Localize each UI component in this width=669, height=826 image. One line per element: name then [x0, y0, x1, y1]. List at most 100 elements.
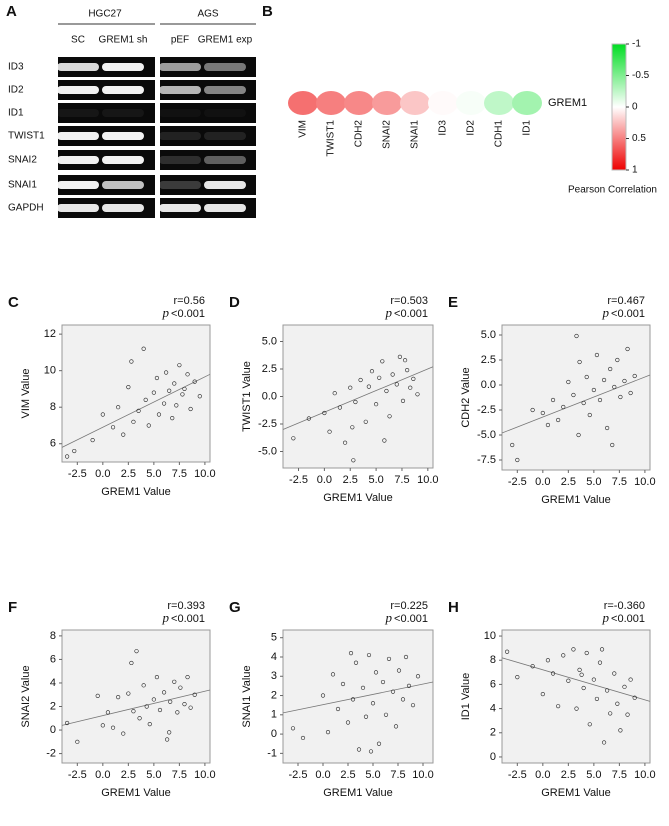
band [159, 132, 201, 140]
band [102, 181, 144, 189]
data-point [576, 432, 581, 438]
p-value: <0.001 [394, 613, 428, 625]
y-axis-label: CDH2 Value [460, 367, 472, 427]
data-point [393, 724, 399, 729]
data-point [615, 701, 620, 706]
p-value: <0.001 [611, 308, 645, 320]
data-point [605, 688, 610, 693]
p-symbol: p [162, 305, 170, 320]
data-point [177, 363, 182, 368]
fit-line [501, 374, 651, 434]
y-tick-label: 5.0 [481, 329, 496, 341]
band [102, 156, 144, 164]
data-point [591, 677, 596, 682]
data-point [550, 671, 556, 676]
data-point [65, 454, 70, 459]
y-tick-label: -1 [267, 747, 277, 759]
band [57, 181, 99, 189]
plot-frame [282, 324, 434, 469]
data-point [415, 674, 421, 679]
data-point [167, 388, 172, 393]
data-point [351, 458, 356, 463]
panel-label: D [229, 294, 240, 311]
data-point [415, 392, 420, 397]
data-point [182, 386, 187, 392]
data-point [383, 712, 389, 717]
data-point [154, 674, 160, 680]
data-point [408, 385, 413, 390]
data-point [384, 388, 389, 394]
data-point [350, 425, 355, 430]
band [204, 132, 246, 140]
data-point [182, 702, 187, 707]
band [57, 63, 99, 71]
y-tick-label: 3 [271, 670, 277, 682]
r-annotation: r=0.225 [390, 600, 428, 612]
band [159, 63, 201, 71]
x-tick-label: 7.5 [612, 769, 627, 781]
data-point [151, 390, 156, 395]
data-point [530, 664, 535, 669]
band [204, 63, 246, 71]
data-point [628, 677, 633, 682]
data-point [90, 437, 95, 443]
data-point [116, 694, 121, 700]
data-point [561, 404, 566, 410]
p-annotation: p <0.001 [162, 305, 205, 320]
data-point [632, 695, 637, 700]
data-point [374, 402, 379, 407]
y-tick-label: 0 [271, 728, 277, 740]
y-tick-label: 2.5 [481, 354, 496, 366]
gene-label: TWIST1 [8, 131, 45, 142]
y-tick-label: 6 [50, 438, 56, 450]
lane-label: pEF [171, 35, 189, 46]
data-point [136, 408, 141, 413]
y-tick-label: 8 [50, 630, 56, 642]
data-point [556, 417, 561, 423]
x-tick-label: 0.0 [315, 769, 330, 781]
data-point [363, 419, 368, 424]
correlation-cell [484, 91, 514, 115]
x-tick-label: -2.5 [289, 769, 308, 781]
lane-label: GREM1 sh [99, 35, 148, 46]
x-tick-label: -2.5 [508, 769, 527, 781]
category-label: ID3 [438, 120, 449, 136]
r-annotation: r=0.467 [607, 295, 645, 307]
y-tick-label: 8 [50, 401, 56, 413]
data-point [618, 728, 623, 733]
y-tick-label: -5.0 [477, 429, 496, 441]
data-point [335, 706, 341, 712]
y-tick-label: -5.0 [258, 445, 277, 457]
data-point [170, 416, 175, 421]
colorbar-tick-label: -0.5 [632, 70, 650, 81]
data-point [376, 741, 382, 746]
band [57, 132, 99, 140]
band [204, 109, 246, 117]
y-tick-label: 2.5 [262, 363, 277, 375]
x-tick-label: -2.5 [68, 468, 87, 480]
band [102, 204, 144, 212]
data-point [622, 378, 627, 384]
x-tick-label: 0.0 [535, 476, 550, 488]
data-point [594, 352, 600, 358]
data-point [615, 357, 620, 363]
r-annotation: r=0.503 [390, 295, 428, 307]
data-point [411, 376, 416, 382]
plot-frame [61, 324, 211, 463]
data-point [348, 385, 353, 390]
gene-label: ID2 [8, 85, 24, 96]
data-point [65, 720, 70, 726]
band [57, 156, 99, 164]
correlation-cell [400, 91, 430, 115]
colorbar-title: Pearson Correlation [568, 185, 657, 196]
data-point [387, 414, 392, 419]
data-point [141, 683, 146, 688]
correlation-cell [372, 91, 402, 115]
x-tick-label: 2.5 [561, 476, 576, 488]
data-point [566, 379, 571, 385]
band [102, 132, 144, 140]
x-tick-label: 10.0 [412, 769, 433, 781]
data-point [340, 681, 346, 687]
y-tick-label: -2.5 [477, 404, 496, 416]
data-point [581, 400, 586, 406]
